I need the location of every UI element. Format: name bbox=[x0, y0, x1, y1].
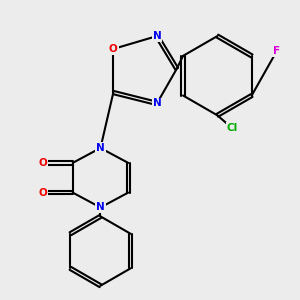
Text: Cl: Cl bbox=[226, 123, 238, 133]
Text: N: N bbox=[153, 98, 161, 108]
Text: O: O bbox=[39, 188, 47, 198]
Text: F: F bbox=[273, 46, 280, 56]
Text: O: O bbox=[109, 44, 118, 54]
Text: N: N bbox=[96, 143, 105, 153]
Text: O: O bbox=[39, 158, 47, 168]
Text: N: N bbox=[153, 31, 161, 41]
Text: N: N bbox=[96, 202, 105, 212]
